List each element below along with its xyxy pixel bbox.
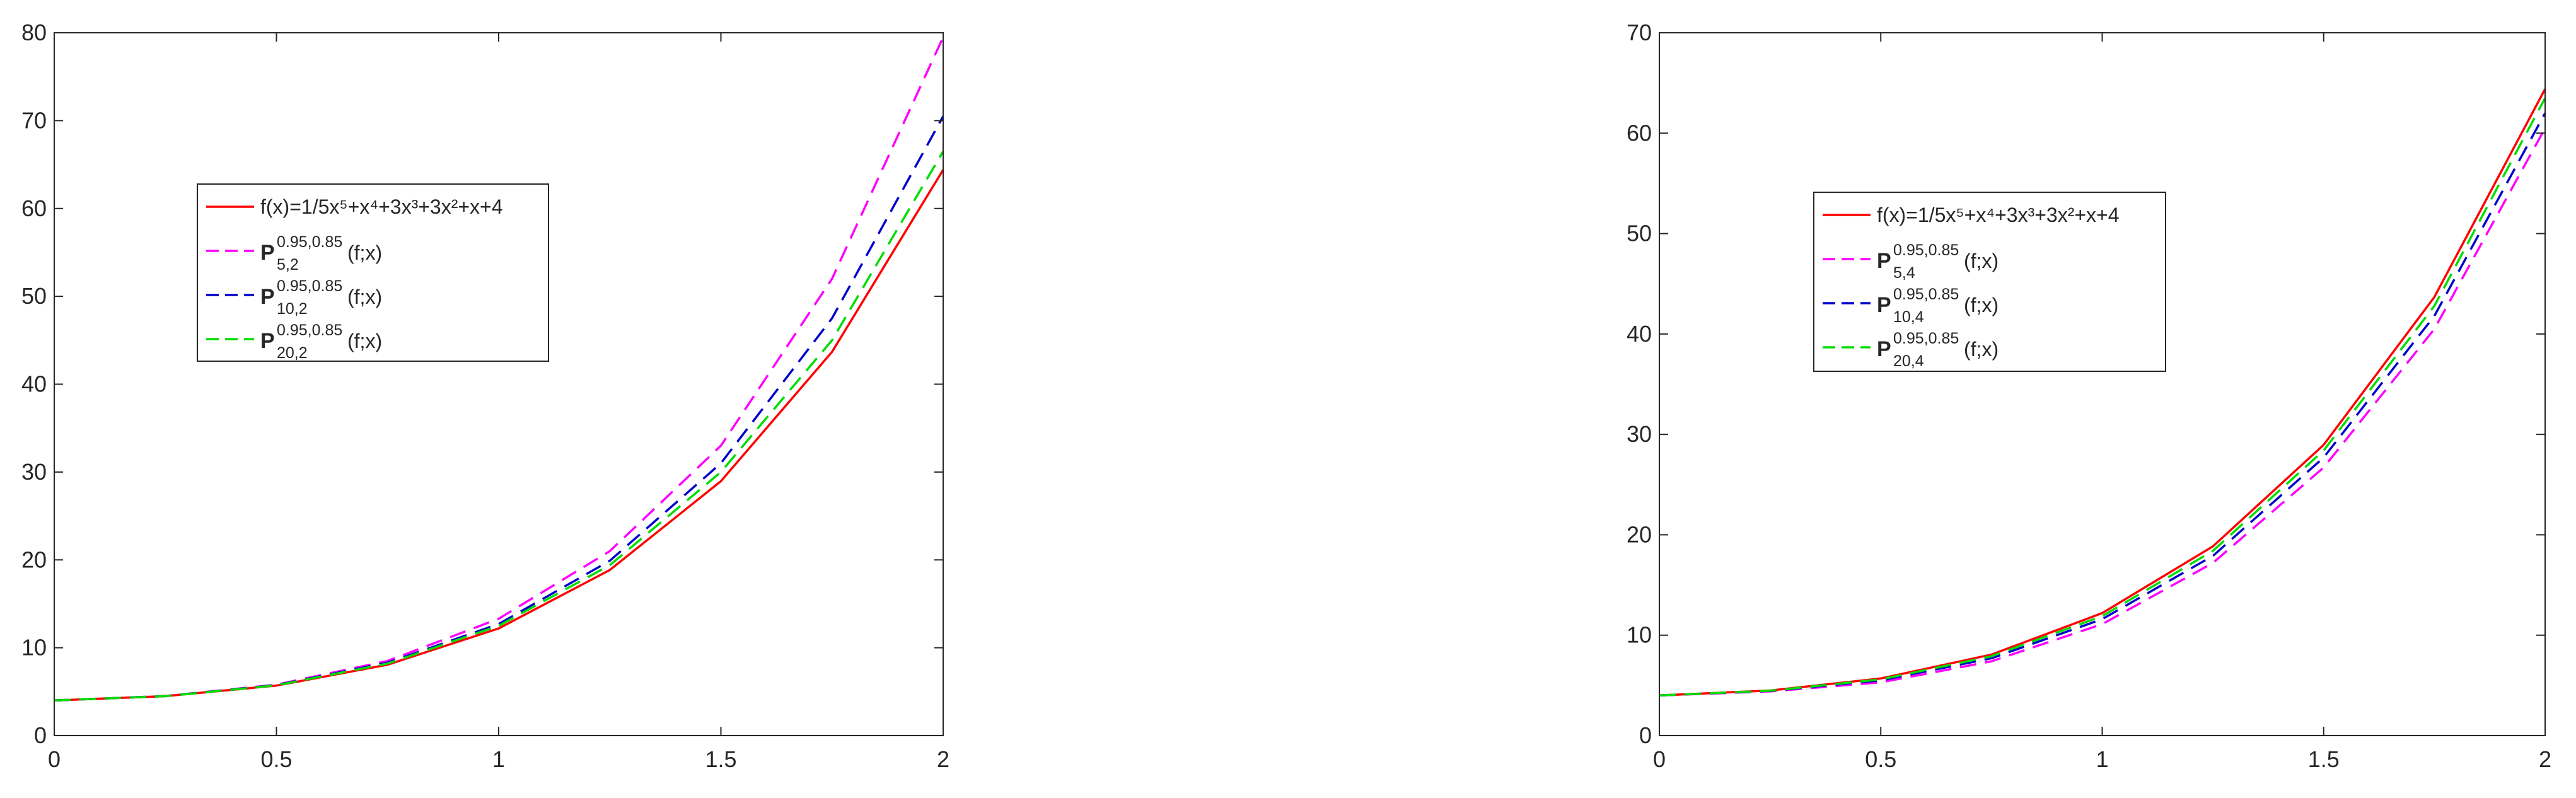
legend-sup: 0.95,0.85: [277, 233, 342, 251]
legend-suffix: (f;x): [347, 330, 382, 352]
y-tick-label: 50: [1627, 221, 1652, 246]
legend-sub: 10,2: [277, 300, 308, 318]
series-line: [1659, 88, 2546, 697]
y-tick-label: 10: [21, 635, 47, 661]
series-line: [54, 151, 944, 702]
x-tick-label: 0: [1653, 746, 1666, 772]
legend-suffix: (f;x): [1964, 250, 1999, 272]
x-tick-label: 1.5: [705, 746, 736, 772]
x-tick-label: 1.5: [2308, 746, 2340, 772]
y-tick-label: 60: [1627, 120, 1652, 146]
x-tick-label: 2: [937, 746, 949, 772]
y-tick-label: 70: [1627, 20, 1652, 45]
y-tick-label: 0: [34, 722, 47, 748]
legend-label: P: [260, 285, 275, 309]
legend-suffix: (f;x): [347, 241, 382, 264]
y-tick-label: 70: [21, 107, 47, 133]
legend-box: [197, 183, 549, 362]
y-tick-label: 20: [1627, 521, 1652, 547]
y-tick-label: 60: [21, 195, 47, 221]
series-line: [1659, 127, 2546, 697]
legend-label: f(x)=1/5x⁵+x⁴+3x³+3x²+x+4: [1877, 204, 2120, 226]
legend-label: P: [260, 329, 275, 353]
y-tick-label: 0: [1639, 722, 1652, 748]
legend-sub: 20,2: [277, 344, 308, 362]
x-tick-label: 1: [2096, 746, 2108, 772]
x-tick-label: 0: [48, 746, 61, 772]
y-tick-label: 20: [21, 546, 47, 572]
y-tick-label: 30: [1627, 421, 1652, 447]
legend-suffix: (f;x): [1964, 338, 1999, 361]
legend-sup: 0.95,0.85: [277, 321, 342, 339]
legend-box: [1813, 192, 2166, 372]
y-tick-label: 40: [21, 371, 47, 397]
y-tick-label: 30: [21, 459, 47, 485]
legend-sub: 5,4: [1893, 264, 1915, 282]
legend-sub: 20,4: [1893, 352, 1924, 370]
legend-sub: 10,4: [1893, 308, 1924, 326]
legend-sup: 0.95,0.85: [1893, 241, 1959, 259]
legend-sup: 0.95,0.85: [277, 277, 342, 295]
y-tick-label: 50: [21, 283, 47, 309]
legend-label: P: [260, 241, 275, 265]
series-line: [1659, 97, 2546, 697]
legend-label: P: [1877, 249, 1891, 273]
axes-box: [54, 32, 944, 736]
y-tick-label: 10: [1627, 622, 1652, 648]
series-line: [54, 169, 944, 702]
legend-label: P: [1877, 337, 1891, 361]
series-line: [1659, 112, 2546, 697]
legend-suffix: (f;x): [1964, 294, 1999, 316]
axes-box: [1659, 32, 2546, 736]
y-tick-label: 80: [21, 20, 47, 45]
legend-sub: 5,2: [277, 256, 299, 274]
legend-suffix: (f;x): [347, 286, 382, 308]
x-tick-label: 1: [492, 746, 505, 772]
x-tick-label: 2: [2539, 746, 2551, 772]
series-line: [54, 37, 944, 702]
y-tick-label: 40: [1627, 321, 1652, 347]
x-tick-label: 0.5: [260, 746, 292, 772]
legend-sup: 0.95,0.85: [1893, 330, 1959, 347]
legend-label: f(x)=1/5x⁵+x⁴+3x³+3x²+x+4: [260, 195, 503, 218]
legend-sup: 0.95,0.85: [1893, 286, 1959, 303]
legend-label: P: [1877, 293, 1891, 317]
x-tick-label: 0.5: [1865, 746, 1896, 772]
